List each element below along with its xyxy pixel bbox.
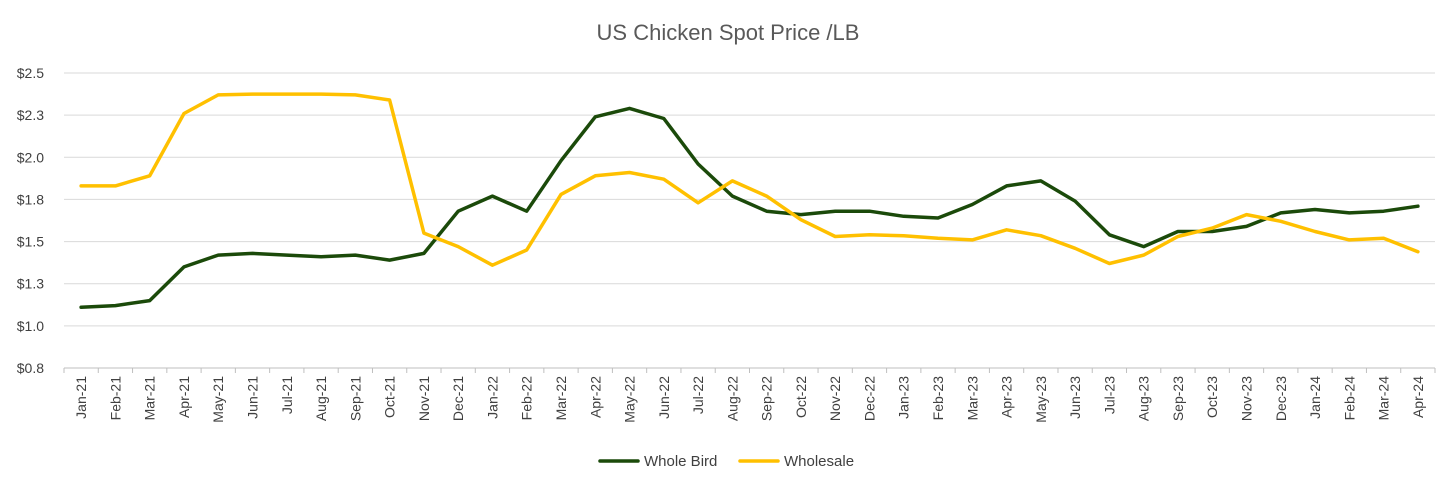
x-tick-label: Oct-22: [793, 376, 809, 418]
x-tick-label: Apr-22: [587, 376, 603, 418]
x-tick-label: Dec-22: [861, 376, 877, 421]
x-tick-label: Aug-22: [724, 376, 740, 421]
x-tick-label: Sep-21: [347, 376, 363, 421]
x-tick-label: Apr-21: [176, 376, 192, 418]
x-tick-label: Dec-21: [450, 376, 466, 421]
y-tick-label: $2.0: [17, 149, 44, 165]
x-tick-label: Feb-23: [930, 376, 946, 421]
x-tick-label: Jan-21: [73, 376, 89, 419]
x-tick-label: Jun-22: [656, 376, 672, 419]
x-tick-label: Jul-23: [1101, 376, 1117, 414]
legend-label: Wholesale: [784, 453, 854, 470]
x-tick-label: Mar-24: [1376, 376, 1392, 421]
x-tick-label: Oct-21: [382, 376, 398, 418]
y-axis-ticks: $0.8 $1.0 $1.3 $1.5 $1.8 $2.0 $2.3 $2.5: [17, 65, 44, 376]
x-tick-label: Jul-22: [690, 376, 706, 414]
x-tick-label: Sep-23: [1170, 376, 1186, 421]
x-tick-label: Jun-21: [245, 376, 261, 419]
y-tick-label: $1.5: [17, 234, 44, 250]
series-layer: [79, 92, 1420, 310]
x-tick-label: Jun-23: [1067, 376, 1083, 419]
x-tick-label: Jul-21: [279, 376, 295, 414]
x-tick-label: Nov-21: [416, 376, 432, 421]
legend: Whole Bird Wholesale: [598, 453, 854, 470]
y-tick-label: $0.8: [17, 360, 44, 376]
series-line-wholesale: [79, 92, 1420, 267]
y-tick-label: $1.8: [17, 191, 44, 207]
legend-label: Whole Bird: [644, 453, 717, 470]
x-tick-label: Aug-21: [313, 376, 329, 421]
x-tick-label: May-23: [1033, 376, 1049, 423]
x-tick-label: May-21: [210, 376, 226, 423]
x-axis-ticks: Jan-21 Feb-21 Mar-21 Apr-21 May-21 Jun-21 Jul-…: [63, 368, 1436, 423]
x-tick-label: Mar-23: [964, 376, 980, 421]
x-tick-label: Mar-21: [142, 376, 158, 421]
x-tick-label: Jan-23: [896, 376, 912, 419]
x-tick-label: Sep-22: [759, 376, 775, 421]
x-tick-label: Oct-23: [1204, 376, 1220, 418]
grid-layer: [64, 72, 1435, 369]
y-tick-label: $2.3: [17, 107, 44, 123]
x-tick-label: Mar-22: [553, 376, 569, 421]
x-tick-label: Nov-23: [1238, 376, 1254, 421]
series-line-whole-bird: [79, 106, 1420, 310]
x-tick-label: Nov-22: [827, 376, 843, 421]
x-tick-label: May-22: [622, 376, 638, 423]
x-tick-label: Dec-23: [1273, 376, 1289, 421]
x-tick-label: Jan-24: [1307, 376, 1323, 419]
y-tick-label: $2.5: [17, 65, 44, 81]
y-tick-label: $1.0: [17, 318, 44, 334]
x-tick-label: Aug-23: [1136, 376, 1152, 421]
x-tick-label: Feb-21: [107, 376, 123, 421]
x-tick-label: Apr-23: [999, 376, 1015, 418]
x-tick-label: Apr-24: [1410, 376, 1426, 418]
x-tick-label: Feb-24: [1341, 376, 1357, 421]
y-tick-label: $1.3: [17, 276, 44, 292]
x-tick-label: Feb-22: [519, 376, 535, 421]
x-tick-label: Jan-22: [484, 376, 500, 419]
chart-title: US Chicken Spot Price /LB: [597, 20, 860, 45]
